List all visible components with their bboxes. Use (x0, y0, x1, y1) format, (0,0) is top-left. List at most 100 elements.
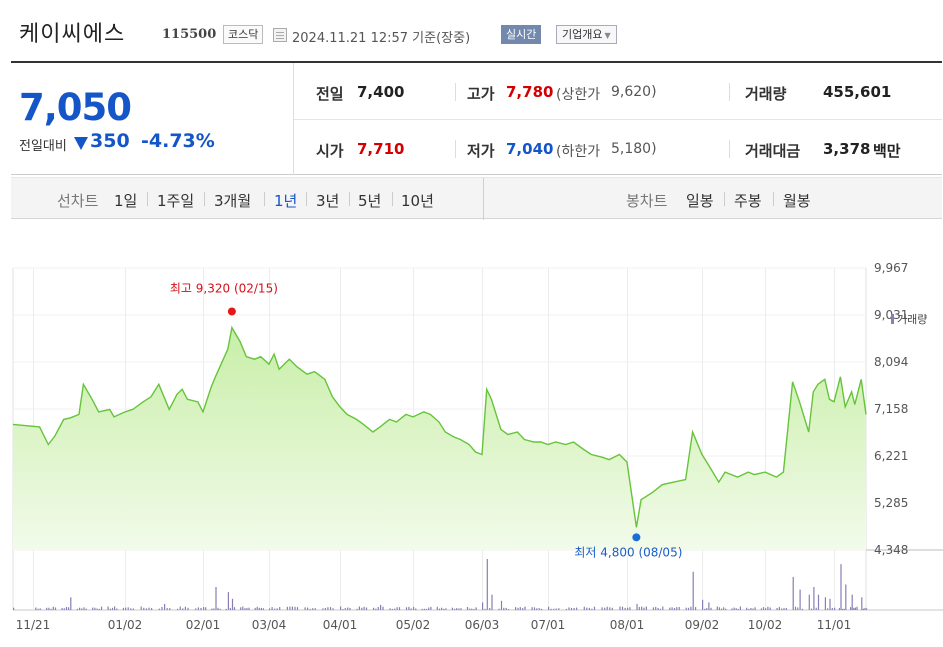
period-1d[interactable]: 1일 (114, 192, 138, 210)
quote-panel: 7,050 전일대비 350 -4.73% 전일 7,400 고가 7,780 … (11, 61, 942, 175)
period-3y[interactable]: 3년 (316, 192, 340, 210)
volume-value: 455,601 (823, 83, 892, 101)
volume-bar (52, 606, 54, 610)
candle-daily[interactable]: 일봉 (686, 192, 714, 210)
open-value: 7,710 (357, 140, 405, 158)
volume-bar (840, 564, 842, 610)
stock-code: 115500 (162, 27, 217, 42)
volume-bar (673, 608, 676, 610)
volume-bar (845, 584, 847, 610)
volume-bar (342, 609, 344, 610)
candle-monthly[interactable]: 월봉 (783, 192, 811, 210)
market-badge: 코스닥 (223, 25, 264, 44)
period-1w[interactable]: 1주일 (157, 192, 195, 210)
volume-bar (469, 608, 471, 610)
volume-bar (258, 607, 260, 610)
volume-bar (127, 607, 129, 610)
volume-bar (725, 608, 727, 610)
price-area (13, 327, 866, 550)
volume-bar (377, 607, 379, 610)
current-price: 7,050 (19, 86, 132, 129)
low-value: 7,040 (506, 140, 554, 158)
period-separator (773, 192, 774, 206)
volume-bar (838, 608, 840, 610)
volume-bar (624, 607, 626, 610)
realtime-button[interactable]: 실시간 (501, 25, 542, 44)
volume-bar (197, 607, 199, 610)
volume-bar (762, 607, 765, 610)
volume-bar (540, 608, 543, 610)
volume-bar (365, 607, 368, 610)
volume-bar (50, 608, 52, 610)
volume-bar (246, 607, 248, 610)
x-tick-label: 04/01 (323, 618, 358, 632)
max-point-marker (227, 307, 236, 316)
volume-bar (862, 608, 864, 610)
y-tick-label: 9,967 (874, 261, 908, 275)
volume-bar (182, 608, 184, 610)
volume-bar (410, 608, 412, 610)
volume-bar (723, 607, 725, 610)
volume-bar (111, 607, 114, 610)
volume-bar (445, 608, 447, 610)
volume-bar (161, 607, 163, 610)
volume-bar (356, 608, 358, 610)
volume-bar (279, 607, 281, 610)
period-1y[interactable]: 1년 (274, 192, 298, 210)
candle-weekly[interactable]: 주봉 (734, 192, 762, 210)
volume-bar (643, 607, 645, 610)
volume-bar (349, 607, 351, 610)
period-10y[interactable]: 10년 (401, 192, 434, 210)
volume-bars (13, 559, 868, 611)
volume-bar (710, 607, 712, 610)
volume-bar (752, 608, 754, 610)
period-3m[interactable]: 3개월 (214, 192, 252, 210)
period-separator (204, 192, 205, 206)
x-tick-label: 11/01 (817, 618, 852, 632)
volume-bar (781, 608, 783, 610)
volume-bar (314, 608, 316, 610)
volume-bar (327, 607, 329, 610)
volume-bar (219, 608, 221, 610)
volume-bar (244, 608, 246, 610)
volume-bar (570, 607, 573, 610)
volume-bar (778, 606, 780, 610)
volume-bar (794, 606, 797, 610)
volume-bar (37, 608, 39, 610)
volume-bar (604, 607, 606, 610)
volume-bar (289, 606, 291, 610)
volume-bar (454, 608, 456, 610)
volume-bar (227, 592, 229, 610)
volume-bar (423, 608, 425, 610)
volume-bar (687, 607, 690, 610)
volume-bar (588, 607, 590, 610)
volume-bar (109, 608, 111, 610)
volume-bar (48, 607, 50, 610)
volume-bar (441, 607, 443, 610)
volume-bar (132, 608, 134, 610)
volume-bar (601, 607, 603, 610)
volume-bar (233, 607, 236, 610)
volume-bar (81, 608, 83, 610)
volume-bar (591, 608, 593, 610)
volume-bar (309, 608, 311, 610)
volume-bar (466, 607, 469, 610)
quote-separator (455, 83, 456, 101)
volume-bar (813, 587, 815, 610)
quote-separator (455, 140, 456, 158)
period-5y[interactable]: 5년 (358, 192, 382, 210)
high-value: 7,780 (506, 83, 554, 101)
volume-bar (864, 607, 866, 610)
company-overview-button[interactable]: 기업개요 ▼ (556, 25, 617, 44)
volume-bar (491, 594, 493, 610)
volume-bar (824, 597, 826, 611)
volume-bar (85, 608, 87, 610)
volume-bar (645, 606, 647, 610)
volume-bar (827, 608, 829, 610)
amount-label: 거래대금 (745, 142, 801, 160)
volume-bar (799, 589, 801, 610)
volume-bar (489, 608, 491, 610)
volume-bar (324, 608, 326, 610)
x-tick-label: 06/03 (465, 618, 500, 632)
volume-bar (231, 598, 234, 610)
